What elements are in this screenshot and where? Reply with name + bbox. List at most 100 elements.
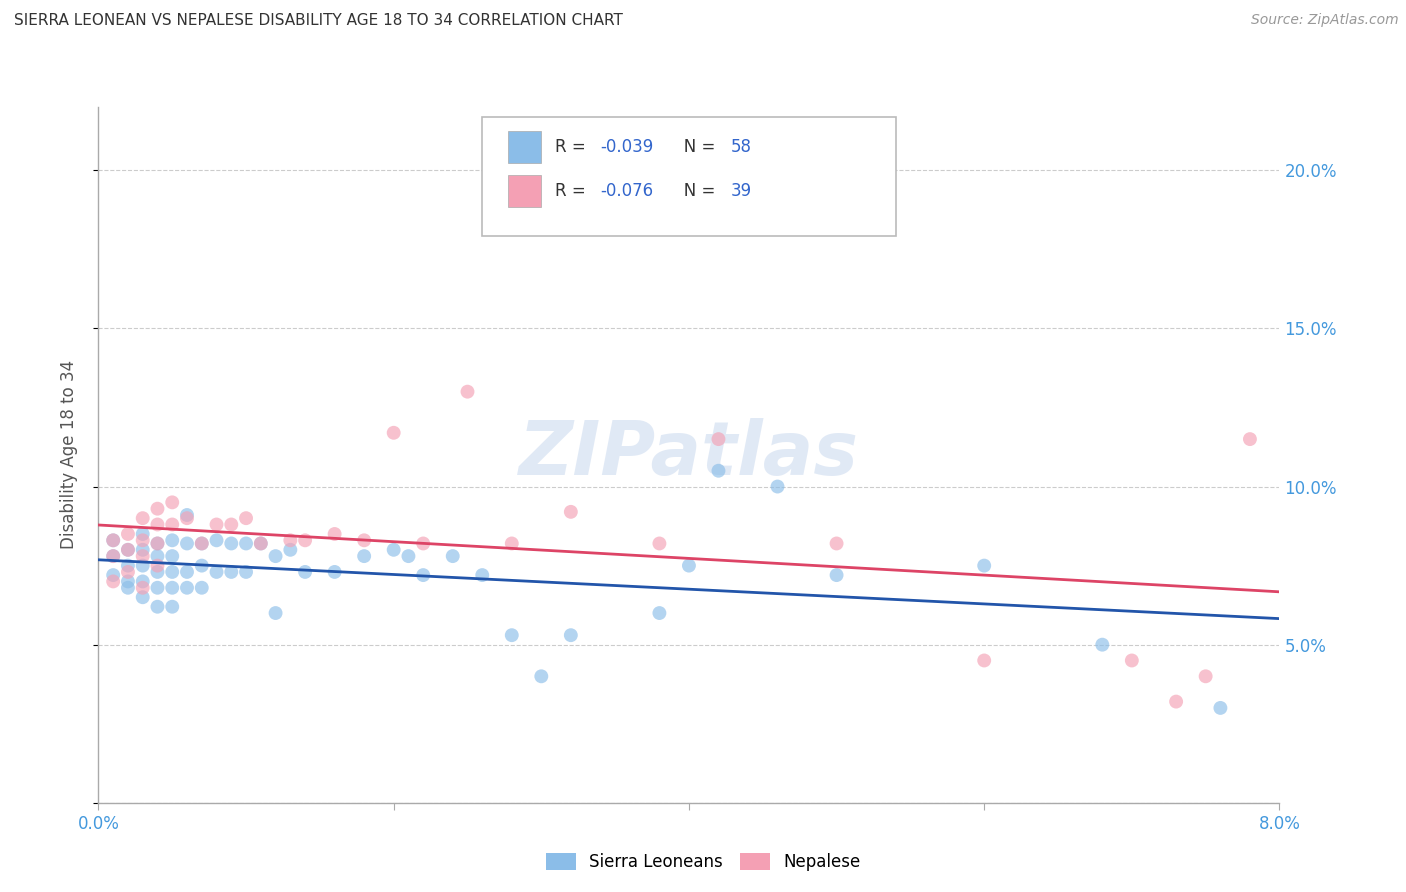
Point bbox=[1239, 432, 1261, 446]
Point bbox=[132, 558, 155, 573]
Point bbox=[176, 581, 198, 595]
Point bbox=[235, 565, 257, 579]
Point bbox=[825, 536, 848, 550]
Text: -0.076: -0.076 bbox=[600, 182, 654, 200]
Point bbox=[191, 536, 214, 550]
Point bbox=[162, 549, 183, 563]
Point bbox=[132, 549, 155, 563]
Point bbox=[103, 549, 125, 563]
Point bbox=[235, 511, 257, 525]
Point bbox=[191, 581, 214, 595]
Point bbox=[132, 542, 155, 557]
Point bbox=[250, 536, 273, 550]
Text: 58: 58 bbox=[730, 137, 751, 156]
Point bbox=[278, 533, 302, 548]
Point bbox=[707, 432, 730, 446]
Point bbox=[146, 581, 169, 595]
Point bbox=[132, 581, 155, 595]
Point bbox=[323, 565, 346, 579]
Text: N =: N = bbox=[668, 137, 720, 156]
Point bbox=[294, 533, 316, 548]
Point bbox=[766, 479, 789, 493]
Point bbox=[382, 425, 405, 440]
Text: R =: R = bbox=[555, 182, 592, 200]
Y-axis label: Disability Age 18 to 34: Disability Age 18 to 34 bbox=[59, 360, 77, 549]
Point bbox=[219, 517, 242, 532]
Point bbox=[162, 581, 183, 595]
Point bbox=[825, 568, 848, 582]
Point bbox=[132, 511, 155, 525]
Point bbox=[1121, 653, 1143, 667]
Point bbox=[382, 542, 405, 557]
Point bbox=[412, 568, 434, 582]
Point bbox=[103, 533, 125, 548]
Point bbox=[648, 536, 671, 550]
Point bbox=[560, 505, 582, 519]
Point bbox=[146, 599, 169, 614]
Bar bbox=[508, 131, 541, 162]
Text: -0.039: -0.039 bbox=[600, 137, 654, 156]
Point bbox=[707, 464, 730, 478]
Point bbox=[648, 606, 671, 620]
Point bbox=[117, 542, 139, 557]
Point bbox=[162, 495, 183, 509]
Point bbox=[396, 549, 419, 563]
Point bbox=[205, 565, 228, 579]
Text: R =: R = bbox=[555, 137, 592, 156]
Point bbox=[117, 558, 139, 573]
Point bbox=[235, 536, 257, 550]
Point bbox=[264, 606, 287, 620]
Point bbox=[103, 533, 125, 548]
Point bbox=[146, 536, 169, 550]
Point bbox=[132, 527, 155, 541]
Text: SIERRA LEONEAN VS NEPALESE DISABILITY AGE 18 TO 34 CORRELATION CHART: SIERRA LEONEAN VS NEPALESE DISABILITY AG… bbox=[14, 13, 623, 29]
Point bbox=[353, 549, 375, 563]
Point bbox=[412, 536, 434, 550]
Point bbox=[973, 653, 995, 667]
Point bbox=[250, 536, 273, 550]
FancyBboxPatch shape bbox=[482, 118, 896, 235]
Point bbox=[117, 542, 139, 557]
Point bbox=[441, 549, 464, 563]
Point bbox=[530, 669, 553, 683]
Point bbox=[191, 558, 214, 573]
Point bbox=[1194, 669, 1216, 683]
Point bbox=[103, 574, 125, 589]
Point bbox=[501, 536, 523, 550]
Point bbox=[456, 384, 478, 399]
Point bbox=[132, 574, 155, 589]
Point bbox=[146, 565, 169, 579]
Point bbox=[132, 591, 155, 605]
Point bbox=[146, 549, 169, 563]
Point bbox=[278, 542, 302, 557]
Point bbox=[501, 628, 523, 642]
Point bbox=[294, 565, 316, 579]
Point bbox=[471, 568, 494, 582]
Point bbox=[264, 549, 287, 563]
Point bbox=[117, 565, 139, 579]
Text: N =: N = bbox=[668, 182, 720, 200]
Point bbox=[146, 501, 169, 516]
Point bbox=[176, 511, 198, 525]
Point bbox=[205, 517, 228, 532]
Text: 39: 39 bbox=[730, 182, 751, 200]
Point bbox=[678, 558, 700, 573]
Point bbox=[205, 533, 228, 548]
Point bbox=[191, 536, 214, 550]
Point bbox=[132, 533, 155, 548]
Point bbox=[1091, 638, 1114, 652]
Point bbox=[117, 527, 139, 541]
Point bbox=[146, 558, 169, 573]
Point bbox=[323, 527, 346, 541]
Point bbox=[117, 581, 139, 595]
Point bbox=[353, 533, 375, 548]
Point bbox=[176, 565, 198, 579]
Point bbox=[162, 533, 183, 548]
Point bbox=[560, 628, 582, 642]
Point bbox=[176, 536, 198, 550]
Bar bbox=[508, 175, 541, 207]
Point bbox=[973, 558, 995, 573]
Point bbox=[162, 599, 183, 614]
Point bbox=[162, 565, 183, 579]
Point bbox=[1209, 701, 1232, 715]
